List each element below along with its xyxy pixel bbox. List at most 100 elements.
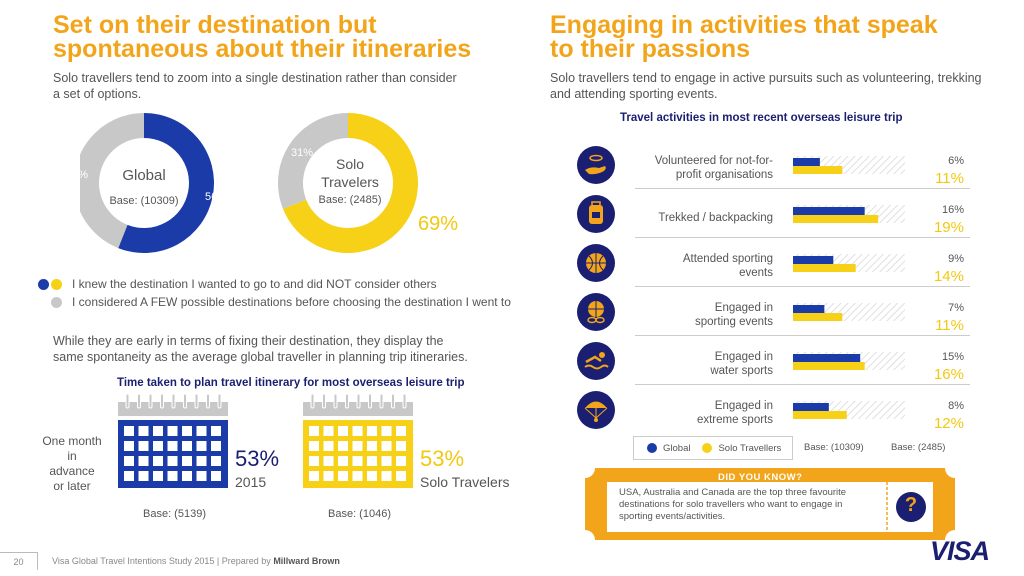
right-title: Engaging in activities that speak to the…	[550, 13, 938, 63]
activity-label-line1: Engaged in	[714, 351, 773, 363]
activity-label-line2: events	[739, 267, 773, 279]
activity-bars	[793, 303, 905, 321]
left-title: Set on their destination but spontaneous…	[53, 11, 472, 63]
backpack-icon	[577, 195, 615, 233]
did-you-know-banner	[585, 468, 955, 540]
activity-row: Attended sporting events 9% 14%	[575, 238, 970, 287]
right-title-line2: to their passions	[550, 35, 751, 63]
itinerary-row-label: One month in advance or later	[40, 434, 104, 494]
footer-text: Visa Global Travel Intentions Study 2015…	[52, 556, 340, 566]
page-number: 20	[0, 552, 38, 570]
activity-row: Engaged in sporting events 7% 11%	[575, 287, 970, 336]
global-donut-base: Base: (10309)	[109, 195, 178, 207]
activity-row: Volunteered for not-for-profit organisat…	[575, 140, 970, 189]
itinerary-name-solo: Solo Travelers	[420, 474, 510, 490]
left-title-line2: spontaneous about their itineraries	[53, 35, 472, 63]
activity-pct-solo: 19%	[933, 219, 964, 236]
activity-pct-solo: 11%	[935, 170, 964, 187]
did-you-know-line3: sporting events/activities.	[619, 511, 726, 522]
row-divider	[635, 286, 970, 287]
basketball-icon	[577, 244, 615, 282]
activity-label-line1: Trekked / backpacking	[658, 212, 773, 224]
activity-label: Volunteered for not-for-profit organisat…	[643, 154, 773, 182]
itinerary-label-line1: One month	[42, 434, 102, 448]
did-you-know-heading: DID YOU KNOW?	[718, 472, 803, 483]
activity-label-line2: water sports	[710, 365, 773, 377]
bar-solo	[793, 313, 843, 321]
footer-text-bold: Millward Brown	[273, 556, 340, 566]
activity-bars	[793, 205, 905, 223]
left-subtitle-line1: Solo travellers tend to zoom into a sing…	[53, 71, 457, 85]
activity-row: Trekked / backpacking 16% 19%	[575, 189, 970, 238]
activities-chart: Volunteered for not-for-profit organisat…	[575, 140, 970, 435]
itinerary-base-2015: Base: (5139)	[143, 508, 206, 520]
volunteer-hand-icon	[577, 146, 615, 184]
swimmer-icon	[577, 342, 615, 380]
itinerary-name-2015: 2015	[235, 474, 267, 490]
legend-item-considered: I considered A FEW possible destinations…	[38, 294, 511, 310]
activity-pct-solo: 11%	[935, 317, 964, 334]
row-divider	[635, 335, 970, 336]
solo-pct-knew: 69%	[418, 213, 458, 235]
activity-label-line2: extreme sports	[696, 414, 773, 426]
solo-pct-considered: 31%	[291, 147, 313, 159]
activity-label: Engaged in water sports	[643, 350, 773, 378]
itinerary-label-line2: in	[67, 449, 77, 463]
activity-label-line1: Volunteered for not-for-	[654, 155, 773, 167]
bar-global	[793, 256, 834, 264]
left-paragraph-line1: While they are early in terms of fixing …	[53, 334, 444, 348]
activity-pct-global: 8%	[948, 400, 964, 412]
question-mark: ?	[904, 494, 918, 516]
activity-bars	[793, 254, 905, 272]
right-subtitle-line2: and attending sporting events.	[550, 87, 718, 101]
activity-pct-global: 16%	[941, 204, 964, 216]
solo-donut: Solo Travelers Base: (2485) 69% 31%	[278, 113, 458, 253]
legend-dot-blue	[38, 278, 49, 290]
activity-pct-global: 6%	[948, 155, 964, 167]
legend-label-knew: I knew the destination I wanted to go to…	[72, 277, 437, 291]
activities-legend: Global Solo Travellers	[633, 436, 793, 460]
row-divider	[635, 384, 970, 385]
global-pct-considered: 44%	[80, 169, 88, 181]
bar-global	[793, 354, 861, 362]
itinerary-pct-solo: 53%	[420, 446, 465, 471]
activities-legend-dot-global	[647, 443, 657, 453]
visa-logo: VISA	[930, 536, 990, 566]
activity-pct-global: 9%	[948, 253, 964, 265]
global-slice-considered	[80, 113, 144, 249]
itinerary-label-line4: or later	[53, 479, 91, 493]
solo-donut-title-line2: Travelers	[321, 174, 379, 190]
row-divider	[635, 188, 970, 189]
solo-donut-base: Base: (2485)	[319, 194, 382, 206]
bar-solo	[793, 166, 843, 174]
solo-donut-title-line1: Solo	[336, 156, 364, 172]
activity-bars	[793, 156, 905, 174]
legend-item-knew: I knew the destination I wanted to go to…	[38, 276, 437, 292]
left-title-line1: Set on their destination but	[53, 11, 377, 39]
activities-legend-global: Global	[663, 442, 691, 454]
bar-solo	[793, 264, 856, 272]
activities-base-global: Base: (10309)	[804, 442, 864, 453]
activity-label-line2: sporting events	[695, 316, 773, 328]
activity-label: Engaged in sporting events	[643, 301, 773, 329]
legend-dot-yellow	[51, 278, 62, 290]
global-slice-knew	[118, 113, 215, 253]
activity-pct-global: 15%	[941, 351, 964, 363]
activity-pct-solo: 16%	[933, 366, 964, 383]
legend-dot-grey	[51, 296, 62, 308]
did-you-know-line1: USA, Australia and Canada are the top th…	[619, 487, 847, 498]
itinerary-base-solo: Base: (1046)	[328, 508, 391, 520]
global-pct-knew: 56%	[205, 191, 227, 203]
did-you-know-line2: destinations for solo travellers who wan…	[619, 499, 843, 510]
did-you-know-text: USA, Australia and Canada are the top th…	[619, 487, 846, 523]
calendar-solo-icon	[303, 394, 413, 488]
itinerary-label-line3: advance	[49, 464, 95, 478]
activities-base-solo: Base: (2485)	[891, 442, 946, 453]
parachute-icon	[577, 391, 615, 429]
bar-global	[793, 207, 865, 215]
bar-global	[793, 158, 820, 166]
activities-legend-dot-solo	[702, 443, 713, 453]
activity-label: Engaged in extreme sports	[643, 399, 773, 427]
bar-global	[793, 403, 829, 411]
left-paragraph-line2: same spontaneity as the average global t…	[53, 350, 468, 364]
